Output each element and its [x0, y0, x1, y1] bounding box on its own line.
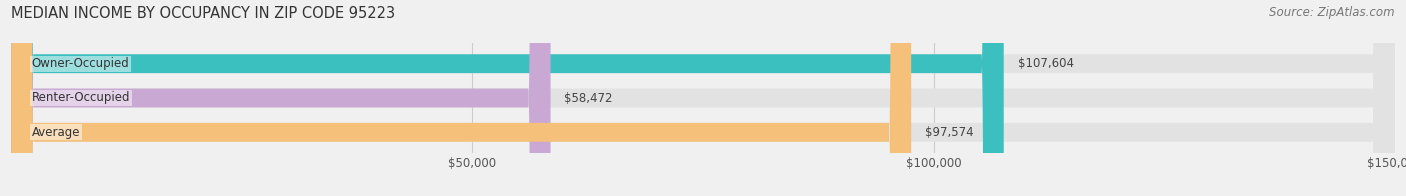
Text: $97,574: $97,574 — [925, 126, 974, 139]
FancyBboxPatch shape — [11, 0, 1395, 196]
FancyBboxPatch shape — [11, 0, 1004, 196]
FancyBboxPatch shape — [11, 0, 911, 196]
Text: $107,604: $107,604 — [1018, 57, 1074, 70]
FancyBboxPatch shape — [11, 0, 551, 196]
Text: Owner-Occupied: Owner-Occupied — [31, 57, 129, 70]
FancyBboxPatch shape — [11, 0, 1395, 196]
Text: Renter-Occupied: Renter-Occupied — [31, 92, 129, 104]
Text: Average: Average — [31, 126, 80, 139]
Text: $58,472: $58,472 — [564, 92, 613, 104]
Text: Source: ZipAtlas.com: Source: ZipAtlas.com — [1270, 6, 1395, 19]
FancyBboxPatch shape — [11, 0, 1395, 196]
Text: MEDIAN INCOME BY OCCUPANCY IN ZIP CODE 95223: MEDIAN INCOME BY OCCUPANCY IN ZIP CODE 9… — [11, 6, 395, 21]
